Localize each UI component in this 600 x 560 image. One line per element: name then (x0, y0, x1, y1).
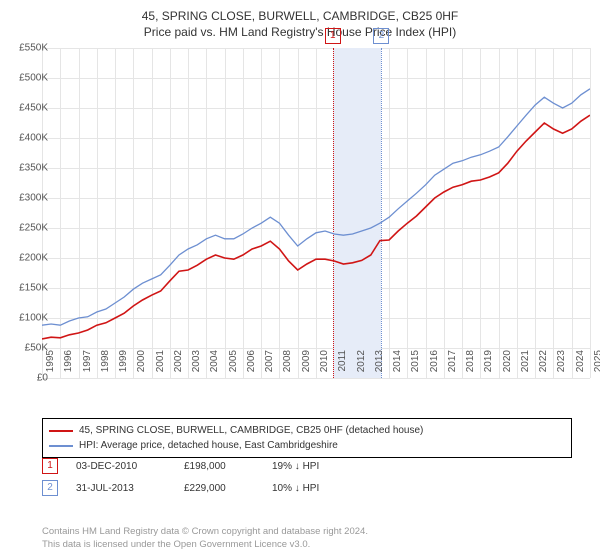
y-axis-label: £400K (8, 133, 48, 144)
y-axis-label: £50K (8, 343, 48, 354)
title-block: 45, SPRING CLOSE, BURWELL, CAMBRIDGE, CB… (0, 0, 600, 39)
y-axis-label: £550K (8, 43, 48, 54)
tx-price: £229,000 (184, 483, 254, 494)
plot-area: 1995199619971998199920002001200220032004… (42, 48, 590, 378)
legend-item: HPI: Average price, detached house, East… (49, 438, 565, 453)
x-axis-label: 2022 (538, 350, 549, 380)
y-axis-label: £100K (8, 313, 48, 324)
tx-marker-icon: 1 (42, 458, 58, 474)
chart-subtitle: Price paid vs. HM Land Registry's House … (0, 25, 600, 39)
legend-label: HPI: Average price, detached house, East… (79, 438, 338, 453)
y-axis-label: £350K (8, 163, 48, 174)
legend-label: 45, SPRING CLOSE, BURWELL, CAMBRIDGE, CB… (79, 423, 423, 438)
tx-date: 03-DEC-2010 (76, 461, 166, 472)
tx-pct: 19% ↓ HPI (272, 461, 362, 472)
y-axis-label: £0 (8, 373, 48, 384)
x-axis-label: 2016 (429, 350, 440, 380)
x-axis-label: 2023 (556, 350, 567, 380)
x-axis-label: 1998 (100, 350, 111, 380)
x-axis-label: 1996 (63, 350, 74, 380)
footer-text: Contains HM Land Registry data © Crown c… (42, 526, 368, 552)
x-axis-label: 2013 (374, 350, 385, 380)
y-axis-label: £250K (8, 223, 48, 234)
x-axis-label: 2012 (356, 350, 367, 380)
grid-line (590, 48, 591, 378)
x-axis-label: 2011 (337, 350, 348, 380)
legend-swatch (49, 445, 73, 447)
x-axis-label: 2000 (136, 350, 147, 380)
chart-marker-icon: 2 (373, 28, 389, 44)
legend-box: 45, SPRING CLOSE, BURWELL, CAMBRIDGE, CB… (42, 418, 572, 458)
x-axis-label: 2009 (301, 350, 312, 380)
y-axis-label: £200K (8, 253, 48, 264)
footer-line: Contains HM Land Registry data © Crown c… (42, 526, 368, 539)
x-axis-label: 2002 (173, 350, 184, 380)
x-axis-label: 2003 (191, 350, 202, 380)
series-line (42, 115, 590, 339)
transaction-row: 2 31-JUL-2013 £229,000 10% ↓ HPI (42, 480, 362, 496)
tx-pct: 10% ↓ HPI (272, 483, 362, 494)
series-line (42, 89, 590, 325)
transaction-row: 1 03-DEC-2010 £198,000 19% ↓ HPI (42, 458, 362, 474)
chart-marker-icon: 1 (325, 28, 341, 44)
legend-item: 45, SPRING CLOSE, BURWELL, CAMBRIDGE, CB… (49, 423, 565, 438)
chart-title: 45, SPRING CLOSE, BURWELL, CAMBRIDGE, CB… (0, 8, 600, 25)
tx-marker-icon: 2 (42, 480, 58, 496)
x-axis-label: 2014 (392, 350, 403, 380)
x-axis-label: 2020 (502, 350, 513, 380)
x-axis-label: 1999 (118, 350, 129, 380)
chart-container: 45, SPRING CLOSE, BURWELL, CAMBRIDGE, CB… (0, 0, 600, 560)
y-axis-label: £300K (8, 193, 48, 204)
x-axis-label: 2005 (228, 350, 239, 380)
x-axis-label: 2008 (282, 350, 293, 380)
y-axis-label: £500K (8, 73, 48, 84)
x-axis-label: 2017 (447, 350, 458, 380)
y-axis-label: £450K (8, 103, 48, 114)
x-axis-label: 2019 (483, 350, 494, 380)
x-axis-label: 2006 (246, 350, 257, 380)
x-axis-label: 2018 (465, 350, 476, 380)
chart-svg (42, 48, 590, 378)
tx-price: £198,000 (184, 461, 254, 472)
transaction-table: 1 03-DEC-2010 £198,000 19% ↓ HPI 2 31-JU… (42, 458, 362, 502)
x-axis-label: 2015 (410, 350, 421, 380)
tx-date: 31-JUL-2013 (76, 483, 166, 494)
x-axis-label: 2010 (319, 350, 330, 380)
x-axis-label: 2001 (155, 350, 166, 380)
x-axis-label: 2024 (575, 350, 586, 380)
y-axis-label: £150K (8, 283, 48, 294)
x-axis-label: 2007 (264, 350, 275, 380)
x-axis-label: 2021 (520, 350, 531, 380)
x-axis-label: 2025 (593, 350, 600, 380)
x-axis-label: 2004 (209, 350, 220, 380)
x-axis-label: 1997 (82, 350, 93, 380)
footer-line: This data is licensed under the Open Gov… (42, 539, 368, 552)
legend-swatch (49, 430, 73, 432)
